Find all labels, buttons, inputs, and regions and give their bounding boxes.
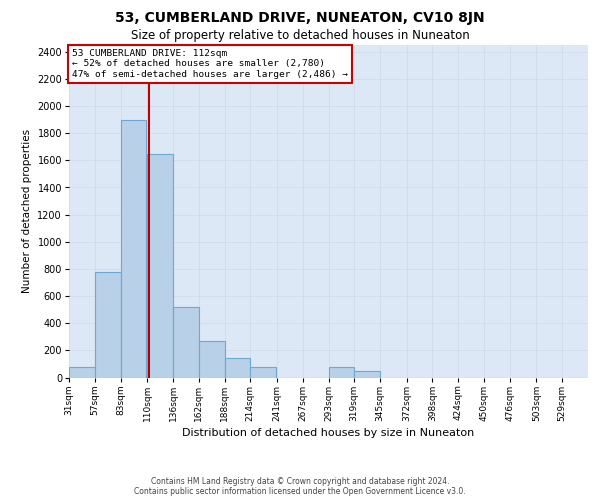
Text: Size of property relative to detached houses in Nuneaton: Size of property relative to detached ho… (131, 29, 469, 42)
Bar (173, 307, 199, 378)
Bar (329, 368, 354, 378)
Bar (147, 154, 173, 378)
Bar (69, 368, 95, 378)
Bar (121, 120, 146, 378)
Bar (250, 368, 276, 378)
Text: Contains HM Land Registry data © Crown copyright and database right 2024.
Contai: Contains HM Land Registry data © Crown c… (134, 476, 466, 496)
Bar (199, 341, 224, 378)
Y-axis label: Number of detached properties: Number of detached properties (22, 129, 32, 294)
Bar (224, 358, 250, 378)
Text: 53, CUMBERLAND DRIVE, NUNEATON, CV10 8JN: 53, CUMBERLAND DRIVE, NUNEATON, CV10 8JN (115, 11, 485, 25)
Text: 53 CUMBERLAND DRIVE: 112sqm
← 52% of detached houses are smaller (2,780)
47% of : 53 CUMBERLAND DRIVE: 112sqm ← 52% of det… (72, 49, 348, 79)
Bar (354, 370, 380, 378)
X-axis label: Distribution of detached houses by size in Nuneaton: Distribution of detached houses by size … (182, 428, 475, 438)
Bar (95, 272, 121, 378)
